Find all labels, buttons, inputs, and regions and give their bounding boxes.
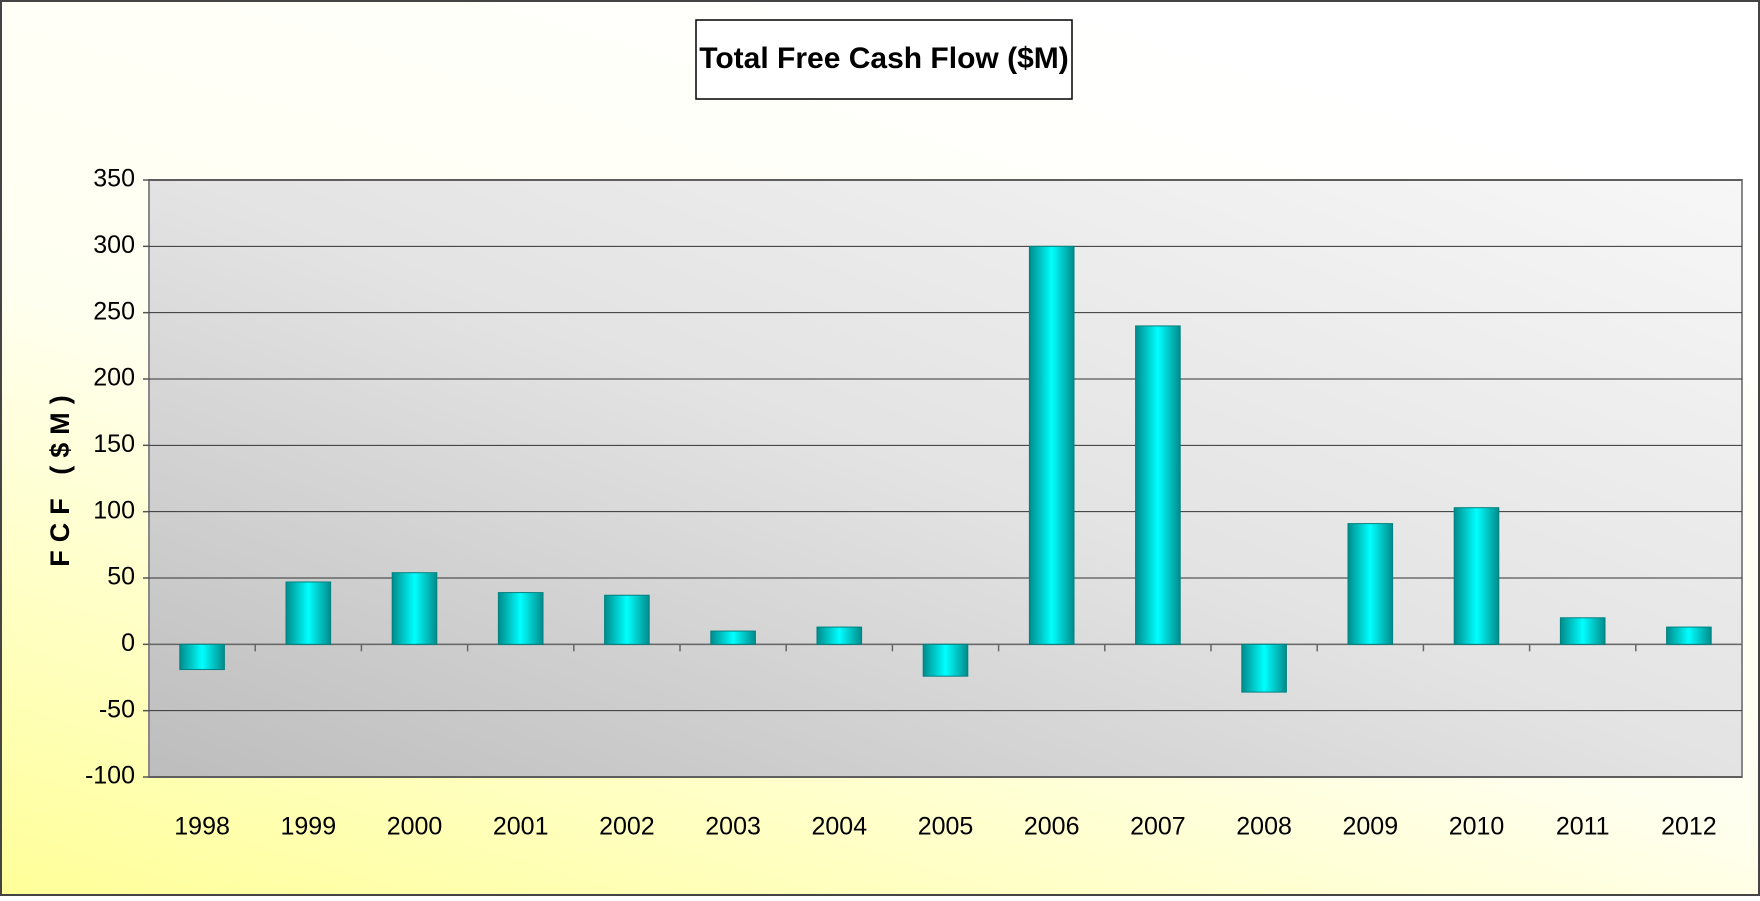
x-tick-label: 2010 — [1449, 813, 1505, 841]
x-tick-label: 1999 — [280, 813, 336, 841]
x-tick-label: 2008 — [1236, 813, 1292, 841]
y-axis-label: FCF ($M) — [45, 387, 75, 566]
y-tick-label: 50 — [107, 563, 135, 591]
bar — [1028, 245, 1075, 645]
x-tick-label: 2001 — [493, 813, 549, 841]
bar — [391, 572, 438, 645]
bar — [179, 643, 225, 671]
y-tick-label: 200 — [93, 364, 135, 392]
bar — [604, 594, 650, 645]
x-tick-label: 1998 — [174, 813, 230, 841]
y-tick-label: 250 — [93, 297, 135, 325]
y-tick-label: 300 — [93, 231, 135, 259]
y-tick-label: 150 — [93, 430, 135, 458]
x-tick-label: 2003 — [705, 813, 761, 841]
x-tick-label: 2012 — [1661, 813, 1717, 841]
y-tick-label: 350 — [93, 165, 135, 193]
plot-area — [148, 179, 1743, 778]
bar — [1241, 643, 1287, 693]
y-tick-label: 0 — [121, 629, 135, 657]
bar — [1666, 626, 1712, 645]
bar — [1347, 523, 1394, 645]
bar — [1559, 617, 1606, 645]
x-tick-label: 2011 — [1556, 813, 1610, 841]
title-box — [695, 19, 1073, 100]
bar — [1453, 507, 1500, 645]
x-tick-label: 2000 — [387, 813, 443, 841]
bar — [285, 581, 332, 645]
x-tick-label: 2002 — [599, 813, 655, 841]
bar — [1135, 325, 1181, 645]
x-tick-label: 2006 — [1024, 813, 1080, 841]
x-tick-label: 2009 — [1342, 813, 1398, 841]
bar — [922, 643, 969, 677]
x-tick-label: 2005 — [918, 813, 974, 841]
y-tick-label: -100 — [85, 762, 135, 790]
chart-title: Total Free Cash Flow ($M) — [699, 42, 1068, 75]
bar — [816, 626, 863, 645]
x-tick-label: 2004 — [811, 813, 867, 841]
y-tick-label: 100 — [93, 496, 135, 524]
y-tick-label: -50 — [99, 695, 135, 723]
bar — [497, 592, 544, 645]
x-tick-label: 2007 — [1130, 813, 1186, 841]
bar — [710, 630, 756, 645]
